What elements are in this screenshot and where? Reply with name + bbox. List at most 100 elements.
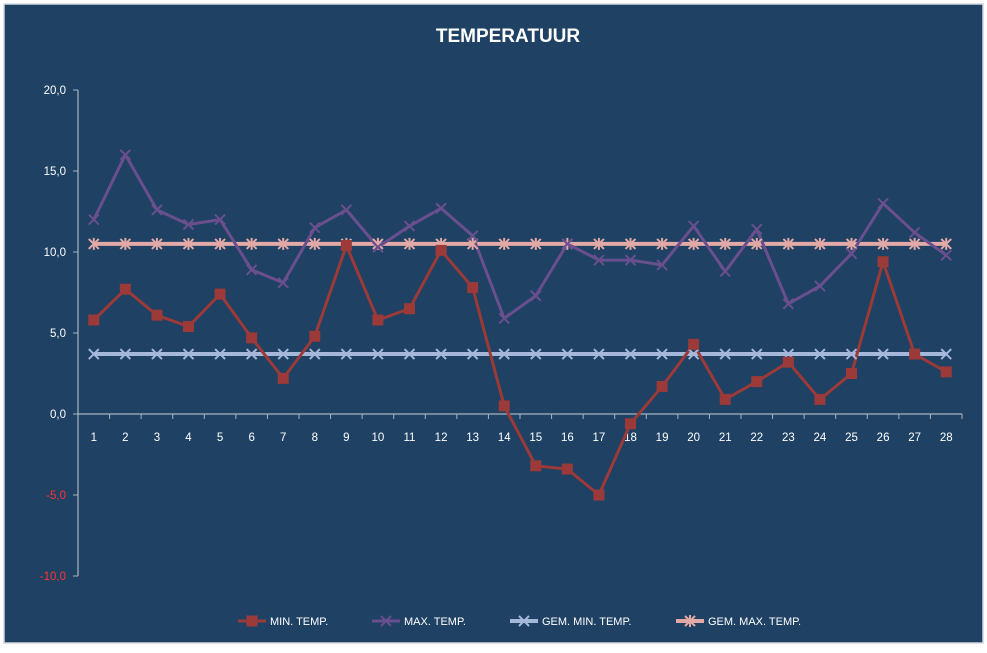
x-tick-label: 9: [343, 432, 349, 444]
legend-label: GEM. MAX. TEMP.: [708, 616, 801, 628]
data-point-series-4: [751, 237, 763, 250]
data-point-series-2: [372, 241, 384, 253]
x-tick-label: 27: [908, 432, 921, 444]
marker-stroke: [656, 259, 668, 271]
data-point-series-4: [656, 237, 668, 250]
data-point-series-1: [340, 240, 352, 252]
legend-label: GEM. MIN. TEMP.: [542, 616, 631, 628]
legend-item-2[interactable]: MAX. TEMP.: [372, 615, 466, 628]
data-point-series-3: [88, 348, 100, 360]
data-point-series-4: [687, 237, 700, 250]
chart-background: [3, 3, 984, 644]
data-point-series-4: [309, 237, 321, 250]
data-point-series-3: [656, 348, 668, 360]
marker-stroke: [88, 213, 100, 226]
x-tick-label: 26: [877, 432, 890, 444]
marker-stroke: [214, 348, 226, 360]
x-tick-label: 10: [372, 432, 385, 444]
data-point-series-2: [182, 218, 195, 231]
legend-item-3[interactable]: GEM. MIN. TEMP.: [510, 615, 631, 628]
data-point-series-4: [277, 237, 289, 250]
data-point-series-1: [214, 288, 226, 300]
legend-marker: [518, 615, 530, 627]
legend-marker: [246, 615, 258, 627]
data-point-series-3: [877, 348, 889, 360]
data-point-series-3: [466, 348, 479, 360]
marker-stroke: [372, 348, 384, 360]
data-point-series-1: [246, 332, 258, 344]
x-tick-label: 13: [466, 432, 479, 444]
data-point-series-3: [719, 348, 731, 360]
data-point-series-1: [782, 356, 794, 368]
legend[interactable]: MIN. TEMP. MAX. TEMP. GEM. MIN. TEMP. GEM. …: [238, 615, 801, 628]
marker-stroke: [782, 298, 795, 310]
marker-stroke: [687, 220, 700, 232]
data-point-series-3: [151, 348, 163, 360]
data-point-series-3: [593, 348, 605, 360]
data-point-series-4: [151, 237, 163, 250]
marker-stroke: [403, 220, 416, 232]
y-tick-label: 15,0: [44, 166, 66, 178]
marker-stroke: [466, 348, 479, 360]
data-point-series-3: [245, 348, 258, 360]
marker-stroke: [687, 348, 700, 360]
data-point-series-4: [530, 237, 542, 250]
data-point-series-4: [908, 237, 921, 250]
x-tick-label: 1: [91, 432, 97, 444]
data-point-series-4: [88, 237, 100, 250]
data-point-series-1: [846, 368, 857, 379]
data-point-series-2: [624, 254, 637, 266]
marker-stroke: [530, 290, 542, 302]
marker-stroke: [940, 249, 952, 261]
data-point-series-1: [561, 463, 573, 475]
data-point-series-2: [88, 213, 100, 226]
data-point-series-2: [751, 223, 763, 236]
marker-stroke: [88, 348, 100, 360]
marker-stroke: [151, 204, 163, 216]
data-point-series-2: [214, 213, 226, 226]
x-tick-label: 24: [814, 432, 827, 444]
data-point-series-1: [719, 393, 731, 405]
marker-stroke: [182, 218, 195, 231]
series-lines: [92, 153, 948, 497]
data-point-series-2: [782, 298, 795, 310]
axes-group: -10,0-5,00,05,010,015,020,01 2 3 4 5 6 7 8 9 10 11…: [40, 85, 963, 583]
data-point-series-1: [435, 244, 447, 256]
x-tick-label: 11: [404, 432, 416, 444]
data-point-series-3: [940, 348, 952, 360]
x-tick-label: 21: [719, 432, 732, 444]
data-point-series-3: [845, 348, 858, 360]
data-point-series-3: [561, 348, 574, 360]
data-point-series-3: [182, 348, 195, 360]
data-point-series-3: [624, 348, 637, 360]
data-point-series-3: [530, 348, 542, 360]
legend-item-1[interactable]: MIN. TEMP.: [238, 615, 328, 628]
data-point-series-4: [624, 237, 637, 250]
legend-label: MIN. TEMP.: [270, 616, 328, 628]
data-point-series-4: [466, 237, 479, 250]
data-point-series-3: [340, 348, 353, 360]
marker-stroke: [751, 348, 763, 360]
marker-stroke: [498, 312, 510, 325]
y-tick-label: 5,0: [50, 328, 66, 340]
legend-item-4[interactable]: GEM. MAX. TEMP.: [676, 615, 801, 628]
data-point-series-2: [466, 230, 479, 242]
data-point-series-2: [245, 264, 258, 276]
data-point-series-1: [940, 366, 952, 378]
legend-label: MAX. TEMP.: [404, 616, 466, 628]
marker-stroke: [561, 238, 574, 250]
x-tick-label: 19: [656, 432, 669, 444]
data-point-series-3: [372, 348, 384, 360]
x-tick-label: 3: [154, 432, 160, 444]
data-point-series-3: [498, 348, 510, 360]
marker-stroke: [245, 264, 258, 276]
data-point-series-2: [845, 247, 858, 260]
data-point-series-1: [593, 489, 605, 501]
x-tick-label: 17: [593, 432, 606, 444]
marker-stroke: [435, 348, 447, 360]
data-point-series-1: [183, 321, 194, 333]
data-point-series-4: [119, 237, 132, 250]
data-point-series-4: [214, 237, 226, 250]
data-point-series-4: [245, 237, 258, 250]
